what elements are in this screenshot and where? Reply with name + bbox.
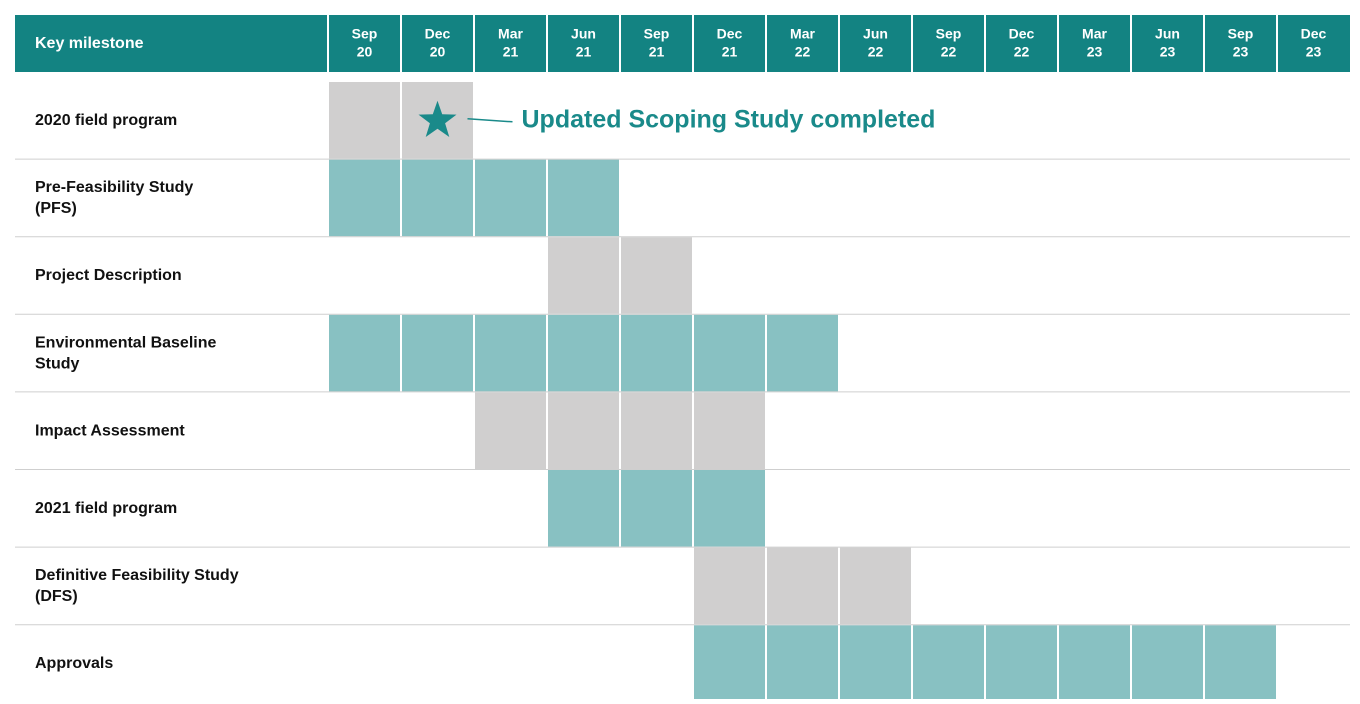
row-label: (DFS) (35, 588, 78, 605)
timeline-cell (621, 470, 692, 547)
column-year: 23 (1087, 44, 1103, 60)
column-month: Dec (1301, 26, 1327, 42)
timeline-cell (694, 392, 765, 469)
column-month: Sep (1228, 26, 1254, 42)
timeline-cell (694, 625, 765, 702)
timeline-cell (548, 392, 619, 469)
row-label: 2020 field program (35, 112, 177, 129)
timeline-cell (329, 159, 400, 237)
timeline-cell (986, 625, 1057, 702)
timeline-cell (694, 314, 765, 392)
timeline-cell (475, 159, 546, 237)
timeline-cell (621, 237, 692, 314)
timeline-cell (1205, 625, 1276, 702)
column-month: Sep (644, 26, 670, 42)
row-label: (PFS) (35, 200, 77, 217)
column-year: 23 (1160, 44, 1176, 60)
row-label: 2021 field program (35, 500, 177, 517)
timeline-cell (402, 159, 473, 237)
timeline-cell (767, 625, 838, 702)
column-month: Sep (936, 26, 962, 42)
row-label: Project Description (35, 267, 182, 284)
column-month: Mar (790, 26, 815, 42)
timeline-cell (767, 314, 838, 392)
column-year: 21 (503, 44, 519, 60)
timeline-cell (840, 547, 911, 625)
timeline-cell (767, 547, 838, 625)
row-label: Impact Assessment (35, 422, 185, 439)
row-label: Approvals (35, 655, 113, 672)
timeline-cell (329, 82, 400, 159)
row-label: Pre-Feasibility Study (35, 179, 193, 196)
timeline-cell (621, 314, 692, 392)
column-year: 23 (1233, 44, 1249, 60)
header-bar (15, 15, 1350, 72)
timeline-cell (548, 470, 619, 547)
annotation-leader (467, 118, 513, 123)
column-year: 23 (1306, 44, 1322, 60)
timeline-cell (548, 314, 619, 392)
column-month: Sep (352, 26, 378, 42)
annotation-text: Updated Scoping Study completed (522, 105, 936, 133)
timeline-cell (402, 314, 473, 392)
timeline-cell (475, 314, 546, 392)
column-month: Jun (1155, 26, 1180, 42)
timeline-cell (621, 392, 692, 469)
timeline-cell (548, 159, 619, 237)
column-year: 22 (1014, 44, 1030, 60)
column-month: Dec (717, 26, 743, 42)
column-year: 20 (357, 44, 373, 60)
header-label: Key milestone (35, 35, 144, 52)
row-label: Definitive Feasibility Study (35, 567, 239, 584)
column-month: Mar (498, 26, 523, 42)
timeline-cell (694, 470, 765, 547)
column-year: 21 (649, 44, 665, 60)
timeline-cell (840, 625, 911, 702)
column-year: 22 (795, 44, 811, 60)
timeline-cell (475, 392, 546, 469)
column-month: Jun (571, 26, 596, 42)
column-year: 21 (722, 44, 738, 60)
timeline-cell (1059, 625, 1130, 702)
row-label: Environmental Baseline (35, 334, 216, 351)
star-icon (418, 100, 457, 137)
column-year: 22 (868, 44, 884, 60)
timeline-cell (913, 625, 984, 702)
timeline-cell (548, 237, 619, 314)
column-month: Mar (1082, 26, 1107, 42)
column-year: 20 (430, 44, 446, 60)
column-month: Dec (425, 26, 451, 42)
timeline-cell (329, 314, 400, 392)
timeline-cell (694, 547, 765, 625)
column-year: 21 (576, 44, 592, 60)
column-month: Dec (1009, 26, 1035, 42)
row-label: Study (35, 355, 80, 372)
timeline-cell (1132, 625, 1203, 702)
column-year: 22 (941, 44, 957, 60)
column-month: Jun (863, 26, 888, 42)
